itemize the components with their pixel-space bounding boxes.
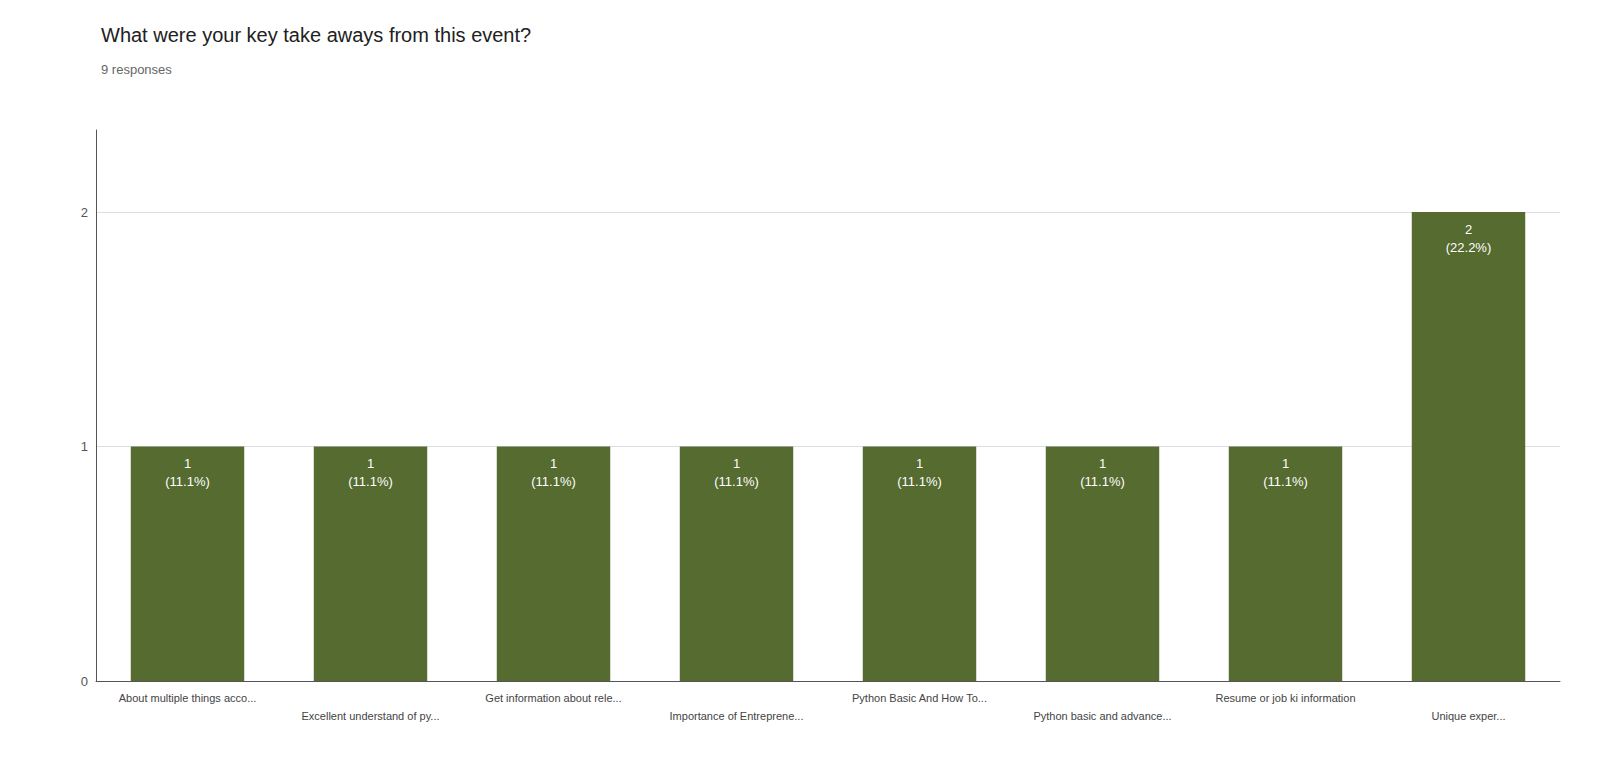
- svg-text:What were your key take aways: What were your key take aways from this …: [101, 24, 531, 46]
- svg-text:1: 1: [916, 456, 923, 471]
- svg-text:0: 0: [81, 674, 88, 689]
- svg-text:(11.1%): (11.1%): [531, 474, 576, 489]
- svg-text:1: 1: [1282, 456, 1289, 471]
- svg-text:(11.1%): (11.1%): [897, 474, 942, 489]
- svg-text:Get information about rele...: Get information about rele...: [485, 692, 621, 704]
- svg-text:1: 1: [1099, 456, 1106, 471]
- svg-text:Python Basic And How To...: Python Basic And How To...: [852, 692, 987, 704]
- svg-text:Excellent understand of py...: Excellent understand of py...: [302, 710, 440, 722]
- svg-text:(11.1%): (11.1%): [1080, 474, 1125, 489]
- svg-text:Resume or job ki information: Resume or job ki information: [1215, 692, 1355, 704]
- svg-text:1: 1: [550, 456, 557, 471]
- svg-text:About multiple things acco...: About multiple things acco...: [119, 692, 257, 704]
- svg-text:1: 1: [81, 439, 88, 454]
- svg-text:2: 2: [81, 205, 88, 220]
- svg-text:Importance of Entreprene...: Importance of Entreprene...: [670, 710, 804, 722]
- svg-text:2: 2: [1465, 222, 1472, 237]
- svg-text:1: 1: [367, 456, 374, 471]
- svg-text:1: 1: [184, 456, 191, 471]
- svg-text:(11.1%): (11.1%): [1263, 474, 1308, 489]
- svg-text:Unique exper...: Unique exper...: [1432, 710, 1506, 722]
- svg-text:(11.1%): (11.1%): [714, 474, 759, 489]
- svg-text:(22.2%): (22.2%): [1446, 240, 1492, 255]
- svg-text:(11.1%): (11.1%): [165, 474, 210, 489]
- svg-text:9 responses: 9 responses: [101, 62, 172, 77]
- svg-text:(11.1%): (11.1%): [348, 474, 393, 489]
- svg-text:1: 1: [733, 456, 740, 471]
- svg-text:Python basic and advance...: Python basic and advance...: [1033, 710, 1171, 722]
